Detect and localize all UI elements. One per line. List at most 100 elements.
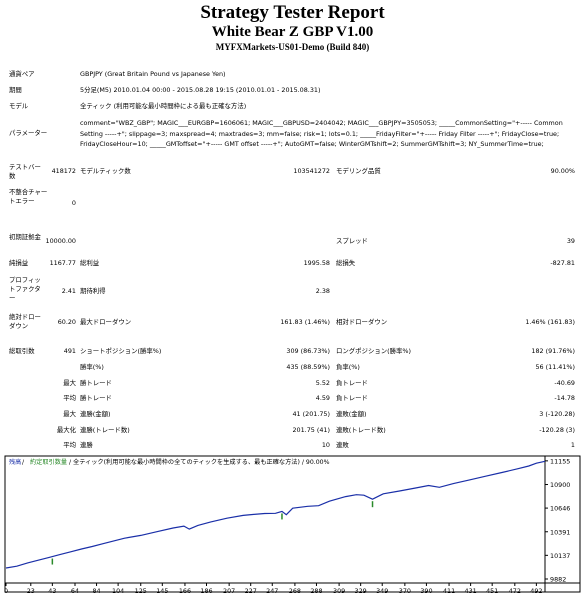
expected-label: 期待利得 (80, 287, 106, 295)
win-label: 勝率(%) (80, 363, 104, 371)
loss-value: 56 (11.41%) (535, 363, 575, 371)
avg-cons-win-label: 連勝 (80, 441, 93, 449)
cons-lossamt-label: 連敗(トレード数) (336, 426, 386, 434)
spread-label: スプレッド (336, 237, 368, 245)
x-tick-label: 288 (310, 587, 322, 595)
absdd-value: 60.20 (57, 318, 76, 326)
x-tick-label: 492 (530, 587, 542, 595)
legend-lots: 約定取引数量 (30, 458, 67, 466)
maxdd-label: 最大ドローダウン (80, 318, 132, 326)
maxc-label: 最大化 (56, 426, 76, 434)
short-value: 309 (86.73%) (286, 347, 330, 355)
x-tick-label: 43 (48, 587, 56, 595)
largest-win-label: 勝トレード (80, 379, 112, 387)
x-tick-label: 207 (223, 587, 235, 595)
server-name: MYFXMarkets-US01-Demo (Build 840) (215, 42, 370, 52)
netprofit-value: 1167.77 (49, 259, 76, 267)
avg-win-value: 4.59 (315, 394, 330, 402)
x-tick-label: 64 (71, 587, 79, 595)
reldd-label: 相対ドローダウン (336, 318, 388, 326)
ea-name: White Bear Z GBP V1.00 (211, 24, 374, 40)
spread-value: 39 (566, 237, 575, 245)
largest-loss-value: -40.69 (554, 379, 575, 387)
x-tick-label: 186 (200, 587, 212, 595)
x-tick-label: 227 (245, 587, 257, 595)
legend-balance: 残高 (9, 458, 21, 466)
model-value: 全ティック (利用可能な最小時間枠による最も正確な方法) (80, 102, 247, 110)
cons-profit-value: 201.75 (41) (292, 426, 330, 434)
legend-sep: / (22, 459, 25, 466)
cons-profit-label: 連勝(トレード数) (80, 426, 130, 434)
x-tick-label: 472 (509, 587, 521, 595)
symbol-label: 通貨ペア (9, 70, 35, 78)
pf-value: 2.41 (61, 287, 76, 295)
balance-chart: 残高 / 約定取引数量 / 全ティック(利用可能な最小時間枠の全てのティックを生… (4, 455, 581, 595)
x-tick-label: 451 (486, 587, 498, 595)
netprofit-label: 純損益 (9, 259, 29, 267)
grossprofit-value: 1995.58 (303, 259, 330, 267)
x-tick-label: 390 (420, 587, 432, 595)
max-label-2: 最大 (63, 410, 76, 418)
ticks-label: モデルティック数 (80, 167, 131, 175)
y-tick-label: 10646 (550, 505, 570, 513)
max-label: 最大 (63, 379, 76, 387)
quality-label: モデリング品質 (336, 167, 381, 175)
x-tick-label: 247 (266, 587, 278, 595)
period-value: 5分足(M5) 2010.01.04 00:00 - 2015.08.28 19… (80, 86, 321, 94)
absdd-label: 絶対ドローダウン (9, 313, 41, 330)
period-label: 期間 (9, 86, 22, 94)
win-value: 435 (88.59%) (286, 363, 330, 371)
loss-label: 負率(%) (336, 363, 360, 371)
model-label: モデル (9, 102, 29, 110)
x-tick-label: 0 (4, 587, 8, 595)
legend-rest: / 全ティック(利用可能な最小時間枠の全てのティックを生成する、最も正確な方法)… (69, 458, 330, 466)
x-tick-label: 431 (465, 587, 477, 595)
params-label: パラメーター (9, 129, 48, 137)
y-tick-label: 10900 (550, 481, 570, 489)
x-tick-label: 145 (156, 587, 168, 595)
y-tick-label: 11155 (550, 457, 570, 465)
expected-value: 2.38 (315, 287, 330, 295)
cons-loss-label: 連敗(金額) (336, 410, 367, 418)
deposit-label: 初期証拠金 (9, 233, 41, 241)
y-tick-label: 10391 (550, 528, 570, 536)
y-tick-label: 9882 (550, 576, 566, 584)
x-tick-label: 84 (92, 587, 100, 595)
grossloss-value: -827.81 (550, 259, 575, 267)
avg-label: 平均 (63, 394, 76, 402)
x-tick-label: 104 (112, 587, 124, 595)
plot-layer: 9882 10137 10391 10646 10900 11155 0 23 43 64 84 10… (4, 456, 580, 595)
x-tick-label: 166 (179, 587, 191, 595)
symbol-value: GBPJPY (Great Britain Pound vs Japanese … (80, 70, 226, 78)
grossprofit-label: 総利益 (80, 259, 100, 267)
mismatch-value: 0 (71, 199, 76, 207)
x-tick-label: 268 (289, 587, 301, 595)
ticks-value: 103541272 (293, 167, 330, 175)
x-tick-label: 309 (333, 587, 345, 595)
long-value: 182 (91.76%) (531, 347, 575, 355)
deposit-value: 10000.00 (45, 237, 77, 245)
y-tick-label: 10137 (550, 552, 570, 560)
x-tick-label: 411 (443, 587, 455, 595)
avg-label-2: 平均 (63, 441, 76, 449)
mismatch-label: 不整合チャートエラー (9, 188, 48, 205)
trades-value: 491 (63, 347, 76, 355)
x-tick-label: 349 (376, 587, 388, 595)
bars-label: テストバー数 (9, 163, 41, 180)
avg-cons-win-value: 10 (321, 441, 330, 449)
chart-frame (4, 455, 581, 593)
trades-label: 総取引数 (9, 347, 35, 355)
largest-loss-label: 負トレード (336, 379, 368, 387)
balance-line (5, 460, 546, 569)
avg-loss-value: -14.78 (554, 394, 575, 402)
x-tick-label: 23 (27, 587, 35, 595)
maxdd-value: 161.83 (1.46%) (280, 318, 330, 326)
quality-value: 90.00% (550, 167, 575, 175)
avg-loss-label: 負トレード (336, 394, 368, 402)
pf-label: プロフィットファクター (9, 276, 41, 302)
grossloss-label: 総損失 (336, 259, 356, 267)
bars-value: 418172 (51, 167, 76, 175)
cons-loss-value: 3 (-120.28) (539, 410, 575, 418)
x-tick-label: 370 (399, 587, 411, 595)
x-tick-label: 329 (355, 587, 367, 595)
